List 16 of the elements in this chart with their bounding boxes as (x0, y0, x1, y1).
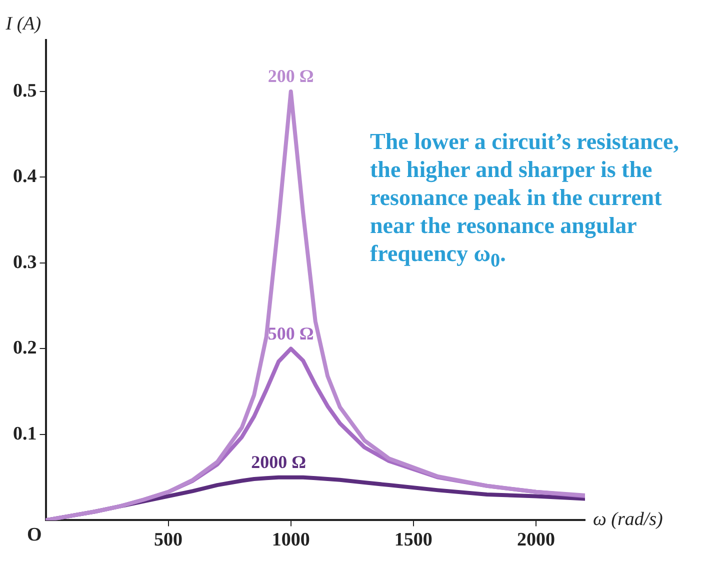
series-label: 200 Ω (268, 66, 314, 86)
x-tick-label: 2000 (516, 530, 555, 551)
x-tick-label: 1500 (394, 530, 432, 551)
y-tick-label: 0.2 (13, 338, 37, 359)
y-tick-label: 0.4 (13, 166, 38, 188)
x-axis-title: ω (rad/s) (593, 509, 663, 530)
text: O (26, 524, 42, 546)
series-label: 2000 Ω (251, 452, 306, 472)
x-tick-label: 500 (154, 530, 183, 551)
y-tick-label: 0.3 (13, 252, 37, 273)
series-label: 500 Ω (268, 323, 314, 344)
x-tick-label: 1000 (272, 530, 310, 551)
y-tick-label: 0.1 (13, 423, 37, 444)
y-axis-title: I (A) (4, 14, 42, 34)
annotation: The lower a circuit’s resistance, the higher and sharper is the resonance peak in the current near the resonance angular frequency ω$_{0}$. (370, 128, 680, 274)
y-tick-label: 0.5 (13, 80, 37, 102)
